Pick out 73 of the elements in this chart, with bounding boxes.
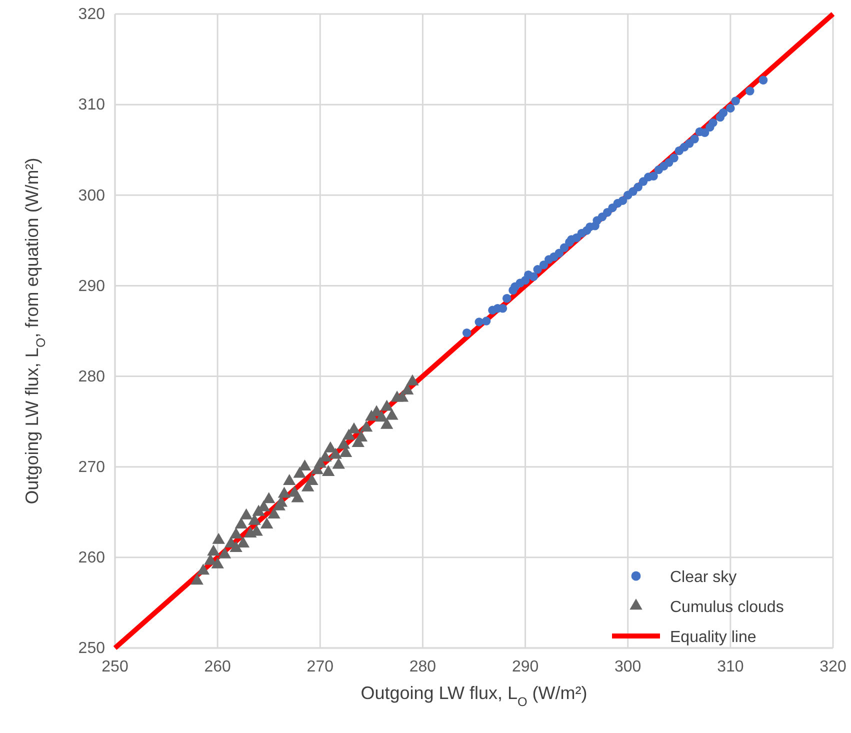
point xyxy=(375,410,388,422)
point xyxy=(332,458,345,469)
x-tick-label: 310 xyxy=(717,658,744,676)
point xyxy=(554,248,564,258)
point xyxy=(207,544,220,556)
point xyxy=(211,557,224,568)
point xyxy=(718,108,728,118)
point xyxy=(360,420,373,432)
point xyxy=(218,547,232,558)
point xyxy=(380,418,394,429)
point xyxy=(240,508,253,520)
point xyxy=(690,134,699,144)
point xyxy=(406,374,419,386)
y-tick-label: 260 xyxy=(78,550,106,567)
legend-label: Cumulus clouds xyxy=(670,599,784,616)
point xyxy=(502,294,512,303)
y-tick-label: 270 xyxy=(78,458,106,476)
point xyxy=(236,536,250,548)
point xyxy=(278,486,291,498)
y-tick-label: 300 xyxy=(78,187,106,204)
point xyxy=(634,182,642,192)
x-tick-label: 300 xyxy=(614,658,642,676)
y-tick-label: 310 xyxy=(78,96,106,114)
point xyxy=(539,260,548,270)
point xyxy=(758,76,768,84)
point xyxy=(230,527,242,538)
point xyxy=(230,541,242,552)
point xyxy=(262,492,276,504)
point xyxy=(386,408,398,420)
point xyxy=(380,400,394,411)
point xyxy=(708,118,718,128)
point xyxy=(293,466,306,478)
point xyxy=(482,316,491,326)
point xyxy=(529,272,538,282)
point xyxy=(618,196,628,205)
point xyxy=(474,318,484,326)
point xyxy=(268,508,280,519)
legend-label: Equality line xyxy=(670,629,756,646)
y-tick-label: 290 xyxy=(78,278,106,295)
x-tick-label: 260 xyxy=(204,658,232,676)
point xyxy=(212,532,225,544)
point xyxy=(190,574,204,585)
point xyxy=(337,438,350,449)
point xyxy=(400,383,414,394)
point xyxy=(329,448,342,459)
point xyxy=(274,496,288,507)
point xyxy=(322,464,335,476)
y-tick-label: 280 xyxy=(78,368,106,386)
point xyxy=(731,96,740,106)
x-tick-label: 290 xyxy=(512,658,539,676)
point xyxy=(291,491,304,502)
point xyxy=(354,430,368,442)
legend-label: Clear sky xyxy=(670,569,737,586)
point xyxy=(234,517,248,528)
point xyxy=(533,265,542,274)
point xyxy=(314,456,326,468)
point xyxy=(746,86,754,96)
point xyxy=(670,154,678,162)
point xyxy=(196,564,210,575)
point xyxy=(560,243,569,252)
point xyxy=(260,517,274,528)
y-tick-label: 250 xyxy=(78,640,106,658)
point xyxy=(462,328,472,338)
x-tick-label: 320 xyxy=(820,658,846,676)
y-tick-label: 320 xyxy=(78,6,106,24)
point xyxy=(298,460,312,471)
point xyxy=(649,172,658,180)
x-tick-label: 280 xyxy=(409,658,436,676)
point xyxy=(283,474,296,486)
x-axis-title: Outgoing LW flux, L$_{O}$ (W/m²) xyxy=(360,683,588,709)
x-tick-label: 250 xyxy=(102,658,128,676)
point xyxy=(726,104,735,113)
x-tick-label: 270 xyxy=(306,658,334,676)
